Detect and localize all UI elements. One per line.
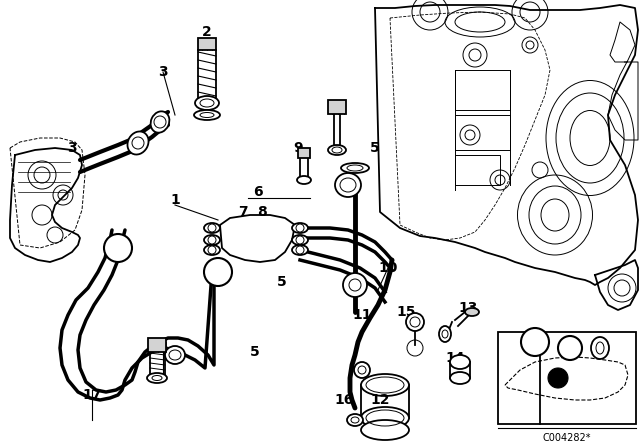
Bar [328,100,346,114]
Text: 18: 18 [563,343,578,353]
Text: 18: 18 [110,243,125,253]
Ellipse shape [127,131,148,155]
Text: 5: 5 [370,141,380,155]
Ellipse shape [465,308,479,316]
Ellipse shape [450,372,470,384]
Bar [455,155,500,185]
Ellipse shape [361,407,409,429]
Text: 4: 4 [158,341,168,355]
Ellipse shape [150,112,170,133]
Circle shape [104,234,132,262]
Text: 5: 5 [250,345,260,359]
Bar [148,338,166,352]
Circle shape [521,328,549,356]
Text: 2: 2 [202,25,212,39]
Ellipse shape [297,176,311,184]
Bar [455,70,510,110]
Text: 15: 15 [396,305,416,319]
Text: 7: 7 [238,205,248,219]
Circle shape [204,258,232,286]
Ellipse shape [204,223,220,233]
Bar [298,148,310,158]
Ellipse shape [450,355,470,369]
Ellipse shape [361,374,409,396]
Text: 18: 18 [211,267,226,277]
Text: 14: 14 [445,351,465,365]
Ellipse shape [147,373,167,383]
Text: 9: 9 [293,141,303,155]
Circle shape [406,313,424,331]
Text: 3: 3 [67,141,77,155]
Circle shape [558,336,582,360]
Text: 13: 13 [458,301,477,315]
Text: 11: 11 [352,308,372,322]
Ellipse shape [204,235,220,245]
Text: 12: 12 [371,393,390,407]
Ellipse shape [439,326,451,342]
Ellipse shape [341,163,369,173]
Ellipse shape [361,420,409,440]
Ellipse shape [292,235,308,245]
Text: 17: 17 [83,388,102,402]
Ellipse shape [292,245,308,255]
Ellipse shape [204,245,220,255]
Ellipse shape [165,346,185,364]
Bar [455,115,510,150]
Text: 6: 6 [253,185,263,199]
Ellipse shape [335,173,361,197]
Bar [498,332,636,424]
Ellipse shape [591,337,609,359]
Ellipse shape [194,110,220,120]
Text: 10: 10 [378,261,397,275]
Ellipse shape [347,414,363,426]
Circle shape [343,273,367,297]
Ellipse shape [195,96,219,110]
Ellipse shape [292,223,308,233]
Text: 16: 16 [334,393,354,407]
Circle shape [354,362,370,378]
Text: 3: 3 [158,65,168,79]
Polygon shape [220,215,295,262]
Circle shape [548,368,568,388]
Text: 4: 4 [330,101,340,115]
Bar [198,38,216,50]
Ellipse shape [328,145,346,155]
Text: 1: 1 [170,193,180,207]
Text: C004282*: C004282* [543,433,591,443]
Text: 18: 18 [527,337,543,347]
Text: 8: 8 [257,205,267,219]
Text: 5: 5 [277,275,287,289]
